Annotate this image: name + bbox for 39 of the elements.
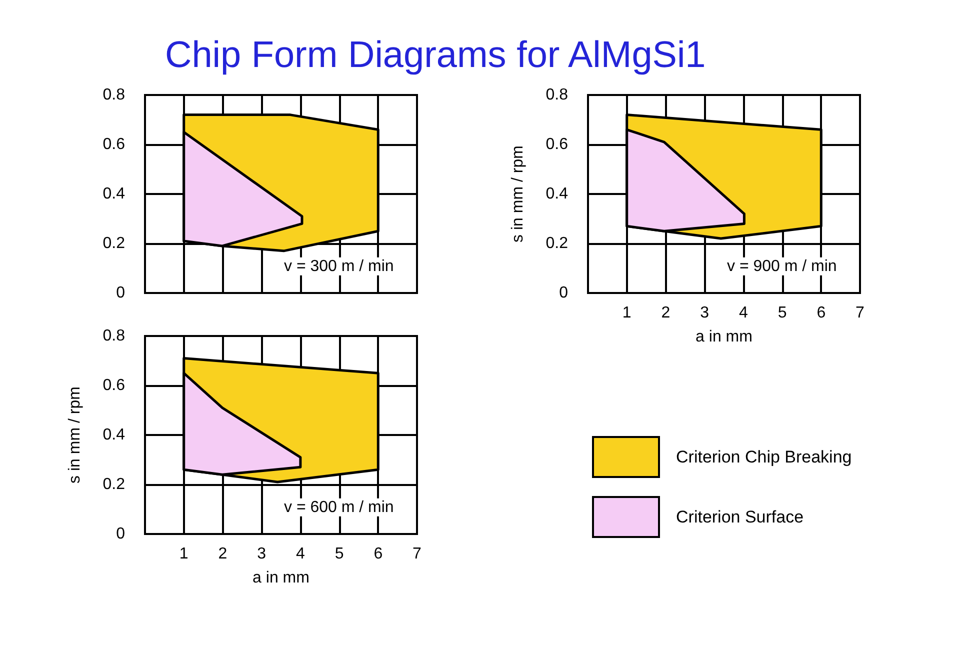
chart-title: Chip Form Diagrams for AlMgSi1	[165, 34, 706, 76]
annotation: v = 300 m / min	[284, 258, 394, 275]
x-tick-label: 5	[334, 546, 344, 562]
annotation: v = 900 m / min	[727, 258, 837, 275]
y-axis-title: s in mm / rpm	[510, 146, 526, 242]
y-tick-label: 0.8	[546, 86, 568, 104]
x-tick-label: 2	[218, 546, 228, 562]
x-tick-label: 4	[738, 304, 748, 322]
x-tick-label: 3	[700, 304, 710, 322]
annotation: v = 600 m / min	[284, 498, 394, 516]
x-tick-label: 7	[856, 304, 865, 322]
y-tick-label: 0.2	[102, 235, 126, 252]
x-tick-label: 5	[778, 304, 787, 322]
y-tick-label: 0.6	[546, 136, 568, 153]
x-tick-label: 6	[374, 546, 383, 562]
y-tick-label: 0.8	[102, 328, 126, 344]
y-tick-label: 0	[559, 284, 568, 302]
y-tick-label: 0.6	[102, 377, 126, 394]
y-tick-label: 0.2	[102, 476, 126, 493]
y-tick-label: 0.4	[102, 426, 126, 444]
y-tick-label: 0.2	[546, 235, 568, 252]
x-tick-label: 4	[296, 546, 305, 562]
y-tick-label: 0	[116, 284, 126, 302]
x-tick-label: 6	[816, 304, 826, 322]
x-tick-label: 3	[257, 546, 266, 562]
x-tick-label: 7	[412, 546, 422, 562]
y-axis-title: s in mm / rpm	[66, 386, 84, 484]
y-tick-label: 0.4	[546, 186, 568, 202]
x-axis-title: a in mm	[252, 570, 310, 586]
y-tick-label: 0.4	[102, 186, 126, 202]
y-tick-label: 0.8	[102, 86, 126, 104]
x-tick-label: 1	[622, 304, 632, 322]
x-tick-label: 2	[661, 304, 670, 322]
legend-label: Criterion Chip Breaking	[676, 448, 852, 466]
x-axis-title: a in mm	[696, 328, 752, 346]
x-tick-label: 1	[179, 546, 188, 562]
legend-label: Criterion Surface	[676, 508, 804, 526]
y-tick-label: 0.6	[102, 136, 126, 153]
y-tick-label: 0	[116, 526, 126, 542]
